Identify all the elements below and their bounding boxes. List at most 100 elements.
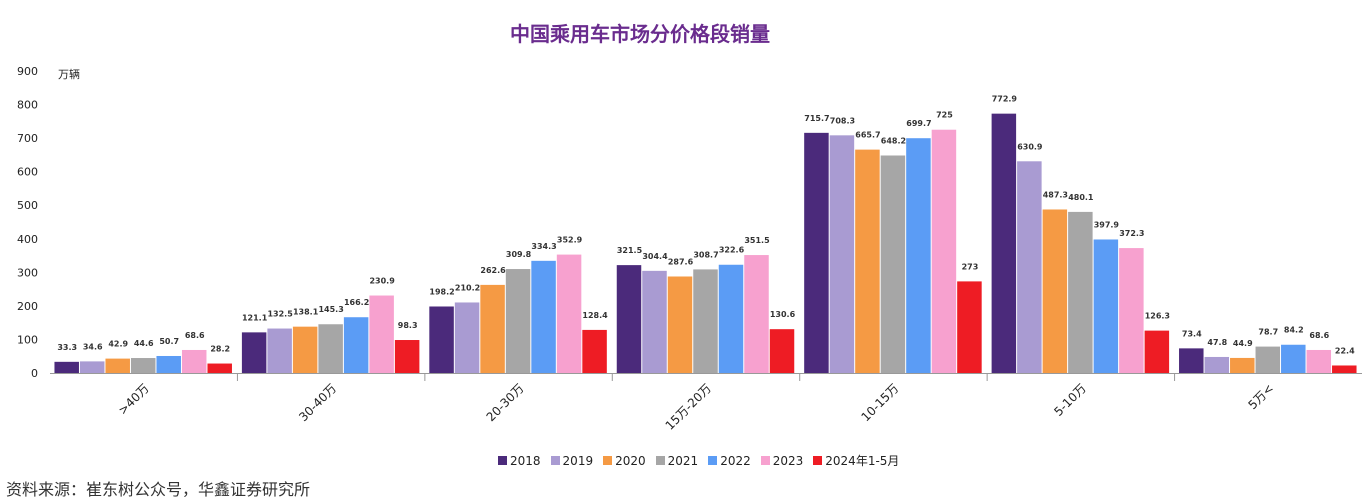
data-label: 397.9 [1094,220,1120,229]
x-tick-label: 5万< [1246,381,1277,412]
bar [769,329,795,373]
bar [957,281,982,373]
bar [642,270,667,373]
bar [667,276,693,373]
y-tick-label: 200 [17,300,38,313]
data-label: 708.3 [830,116,855,125]
legend-label: 2022 [720,453,751,468]
data-label: 210.2 [455,283,480,292]
data-label: 50.7 [159,337,179,346]
bar [79,361,105,373]
y-tick-label: 900 [17,65,38,78]
legend-label: 2019 [562,453,594,468]
y-tick-label: 400 [17,233,38,246]
bar [804,132,829,373]
data-label: 33.3 [57,343,77,352]
bar [582,329,607,373]
data-label: 68.6 [1309,331,1329,340]
chart-legend: 2018 2019 2020 2021 2022 2023 2024年1-5月 [498,452,899,469]
bar [1068,211,1093,373]
legend-swatch [498,456,507,465]
bar [54,361,79,373]
data-label: 132.5 [267,310,293,319]
x-tick-label: 10-15万 [859,381,902,424]
data-label: 128.4 [582,311,608,320]
data-label: 648.2 [881,136,906,145]
legend-swatch [813,456,823,465]
x-tick-label: 20-30万 [484,381,527,424]
x-tick-label: >40万 [116,381,152,417]
legend-label: 2018 [510,453,541,468]
legend-item: 2018 [498,452,541,469]
x-tick-label: 30-40万 [296,381,339,424]
bar [480,284,505,373]
bar [616,265,642,373]
data-label: 84.2 [1284,326,1304,335]
bar [556,254,582,373]
data-label: 98.3 [398,321,418,330]
data-label: 22.4 [1335,346,1355,355]
bar [394,340,420,373]
data-label: 699.7 [906,119,931,128]
bar [241,332,267,373]
data-label: 725 [936,111,953,120]
bar [156,355,181,373]
bar [105,358,130,373]
legend-swatch [760,456,770,465]
y-tick-label: 0 [31,367,38,380]
bar [1332,365,1357,373]
bar [1119,248,1144,373]
bar [292,326,318,373]
bar [207,363,232,373]
x-tick-label: 5-10万 [1051,381,1089,419]
data-label: 309.8 [506,250,532,259]
data-label: 166.2 [344,298,369,307]
data-label: 121.1 [242,313,268,322]
bar [531,260,556,373]
legend-label: 2020 [615,453,646,468]
data-label: 68.6 [185,331,205,340]
legend-swatch [708,456,718,465]
data-label: 772.9 [992,95,1018,104]
bar [744,255,769,373]
bar [1281,344,1306,373]
legend-label: 2024年1-5月 [825,454,900,468]
data-label: 130.6 [770,310,796,319]
bar [181,349,207,373]
data-label: 322.6 [719,246,745,255]
data-label: 665.7 [855,131,880,140]
data-label: 145.3 [318,305,343,314]
bar [718,264,744,373]
bar [931,129,957,373]
data-label: 715.7 [804,114,829,123]
data-label: 351.5 [744,236,770,245]
source-note: 资料来源：崔东树公众号，华鑫证券研究所 [6,480,311,499]
bar [855,149,880,373]
bar [1230,357,1255,373]
data-label: 304.4 [642,252,668,261]
bar [1017,161,1042,373]
y-tick-label: 100 [17,333,38,346]
data-label: 352.9 [557,236,583,245]
bar [1179,348,1204,373]
data-label: 480.1 [1068,193,1094,202]
data-label: 630.9 [1017,142,1043,151]
legend-label: 2023 [772,453,804,468]
bar [429,306,454,373]
bar [343,317,369,373]
bar [130,358,156,373]
data-label: 321.5 [617,246,643,255]
legend-label: 2021 [667,453,699,468]
bar [505,269,531,373]
legend-item: 2022 [708,452,751,469]
x-tick-label: 15万-20万 [663,381,715,433]
data-label: 138.1 [293,308,319,317]
legend-item: 2019 [550,452,594,469]
bar [1255,346,1281,373]
bar [1144,330,1170,373]
legend-item: 2024年1-5月 [813,452,899,469]
data-label: 73.4 [1182,329,1202,338]
bar [1306,349,1332,373]
legend-item: 2021 [655,452,699,469]
